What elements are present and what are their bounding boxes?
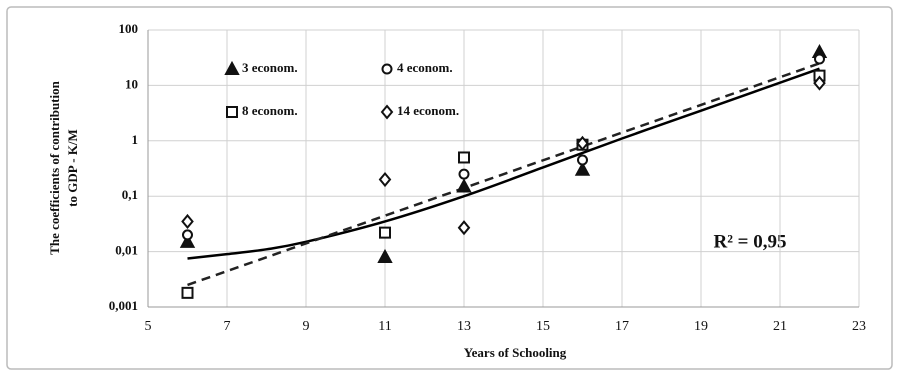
y-tick-label: 100 xyxy=(119,21,139,36)
marker xyxy=(179,233,196,248)
marker xyxy=(813,75,826,91)
marker xyxy=(377,248,393,263)
x-tick-label: 5 xyxy=(145,319,152,334)
x-tick-label: 11 xyxy=(378,319,391,334)
y-axis-label: The coefficients of contribution xyxy=(47,80,62,254)
legend-marker xyxy=(380,104,394,120)
marker xyxy=(574,161,591,176)
y-axis-label: to GDP - K/M xyxy=(65,129,80,207)
x-tick-label: 13 xyxy=(457,319,471,334)
x-tick-label: 15 xyxy=(536,319,550,334)
y-tick-label: 0,01 xyxy=(115,243,138,258)
trend-line xyxy=(187,67,820,260)
marker xyxy=(576,135,589,151)
y-tick-label: 10 xyxy=(125,76,138,91)
x-axis-label: Years of Schooling xyxy=(464,345,567,360)
marker xyxy=(814,53,825,65)
marker xyxy=(456,178,472,193)
marker xyxy=(182,229,193,241)
x-tick-label: 17 xyxy=(615,319,629,334)
legend-label: 3 econom. xyxy=(242,60,298,75)
x-tick-label: 9 xyxy=(303,319,310,334)
x-tick-label: 7 xyxy=(224,319,231,334)
marker xyxy=(458,168,470,180)
x-tick-label: 21 xyxy=(773,319,787,334)
marker xyxy=(577,154,588,166)
annotation: R² = 0,95 xyxy=(714,231,787,252)
legend-marker xyxy=(381,63,393,75)
y-tick-label: 1 xyxy=(132,132,139,147)
marker xyxy=(458,151,470,164)
legend-marker xyxy=(226,106,238,118)
marker xyxy=(181,286,194,299)
marker xyxy=(379,226,391,239)
legend-label: 8 econom. xyxy=(242,103,298,118)
y-tick-label: 0,001 xyxy=(109,298,138,313)
legend-marker xyxy=(224,60,240,75)
trend-line xyxy=(187,62,820,287)
frame xyxy=(6,6,893,370)
marker xyxy=(378,171,392,188)
marker xyxy=(457,220,471,236)
x-tick-label: 19 xyxy=(694,319,708,334)
legend-label: 4 econom. xyxy=(397,60,453,75)
x-tick-label: 23 xyxy=(852,319,866,334)
y-tick-label: 0,1 xyxy=(122,187,138,202)
legend-label: 14 econom. xyxy=(397,103,459,118)
marker xyxy=(181,213,194,230)
